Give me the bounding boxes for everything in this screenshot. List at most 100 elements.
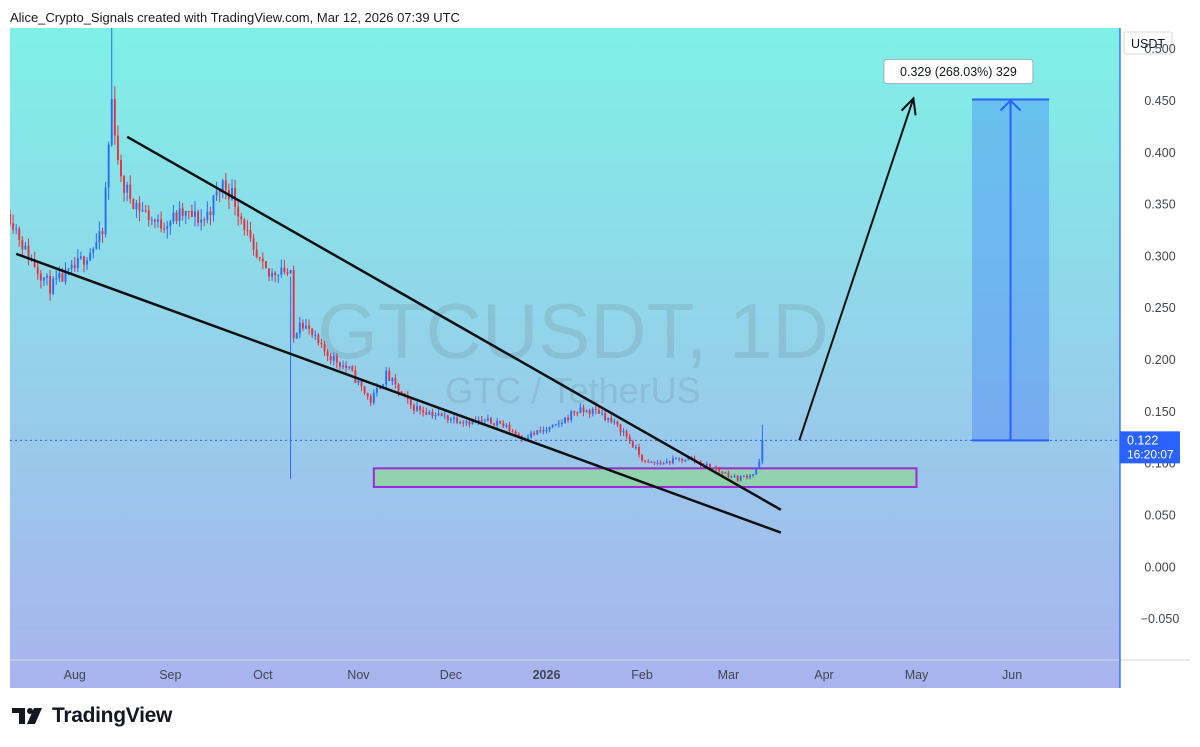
- candle-body: [104, 187, 107, 235]
- chart-panel[interactable]: GTCUSDT, 1DGTC / TetherUS 0.329 (268.03%…: [10, 28, 1190, 688]
- candle-body: [456, 417, 459, 423]
- candle-down: [431, 408, 434, 419]
- candle-body: [634, 447, 637, 449]
- candle-body: [385, 370, 388, 385]
- candle-body: [323, 344, 326, 352]
- candle-body: [742, 475, 745, 477]
- candle-body: [215, 191, 218, 196]
- candle-body: [264, 261, 267, 269]
- candle-body: [83, 256, 85, 265]
- candle-body: [27, 245, 30, 260]
- candle-down: [252, 233, 255, 256]
- candle-body: [379, 388, 381, 390]
- candle-up: [548, 426, 551, 433]
- candle-body: [197, 211, 200, 223]
- time-axis-label: May: [905, 668, 929, 682]
- candle-body: [718, 469, 721, 472]
- tradingview-brand-name: TradingView: [52, 704, 173, 727]
- candle-body: [163, 228, 166, 230]
- candle-body: [305, 325, 307, 329]
- currency-button: [1123, 31, 1173, 55]
- candle-body: [684, 459, 687, 461]
- candle-down: [462, 420, 465, 427]
- candle-body: [613, 421, 616, 423]
- candle-up: [601, 410, 603, 416]
- candle-body: [502, 423, 505, 427]
- candle-down: [292, 265, 295, 343]
- candle-down: [631, 439, 634, 448]
- candle-down: [116, 125, 119, 165]
- candle-body: [477, 420, 480, 422]
- candle-body: [517, 434, 520, 436]
- candle-down: [264, 260, 267, 269]
- candle-down: [237, 199, 240, 226]
- candle-body: [758, 461, 761, 469]
- candle-down: [718, 466, 721, 474]
- candle-body: [76, 258, 79, 268]
- candle-up: [749, 474, 751, 480]
- candle-body: [39, 273, 42, 281]
- candle-down: [419, 405, 422, 415]
- candle-down: [514, 429, 517, 436]
- candle-body: [496, 421, 499, 426]
- candle-body: [18, 228, 21, 240]
- candle-down: [113, 86, 116, 145]
- candle-up: [70, 259, 73, 275]
- candle-body: [175, 212, 178, 221]
- candle-body: [15, 228, 18, 230]
- candle-body: [446, 415, 449, 421]
- candle-up: [212, 194, 215, 222]
- candle-down: [39, 270, 42, 289]
- candle-body: [157, 219, 159, 222]
- candle-body: [261, 258, 264, 262]
- candle-body: [116, 135, 119, 161]
- candle-up: [560, 419, 563, 427]
- candle-down: [274, 270, 277, 283]
- candle-body: [107, 144, 110, 188]
- candle-body: [10, 214, 11, 224]
- candle-up: [172, 204, 175, 225]
- candle-down: [388, 367, 391, 382]
- candle-up: [141, 202, 144, 213]
- candle-up: [24, 241, 27, 251]
- candle-body: [252, 238, 255, 250]
- candle-up: [437, 409, 440, 417]
- time-axis-label: Jun: [1002, 668, 1022, 682]
- candle-up: [684, 459, 687, 463]
- candle-body: [431, 412, 434, 417]
- candle-body: [730, 476, 733, 478]
- candle-down: [582, 404, 585, 417]
- candle-up: [564, 416, 566, 424]
- candle-body: [551, 425, 554, 428]
- candle-body: [582, 407, 585, 412]
- candle-up: [527, 434, 529, 440]
- candle-body: [249, 230, 252, 239]
- candle-up: [449, 416, 452, 424]
- candle-down: [573, 410, 576, 416]
- candle-down: [147, 205, 150, 227]
- candle-body: [508, 424, 511, 432]
- candle-up: [98, 221, 101, 250]
- candle-down: [36, 262, 39, 280]
- candle-body: [240, 216, 243, 220]
- candle-up: [95, 233, 98, 250]
- candle-body: [126, 184, 129, 193]
- candle-body: [320, 342, 323, 345]
- price-axis-label: 0.050: [1144, 508, 1175, 522]
- candle-body: [141, 210, 144, 212]
- candle-body: [101, 231, 104, 235]
- candle-up: [742, 475, 745, 478]
- price-chart[interactable]: GTCUSDT, 1DGTC / TetherUS 0.329 (268.03%…: [10, 28, 1190, 688]
- price-axis-label: 0.200: [1144, 353, 1175, 367]
- candle-up: [671, 455, 674, 465]
- candle-body: [638, 447, 640, 455]
- candle-body: [123, 176, 126, 193]
- candle-up: [678, 457, 681, 462]
- price-axis-label: 0.350: [1144, 198, 1175, 212]
- candle-body: [46, 275, 48, 278]
- tradingview-logo-icon: [12, 708, 42, 724]
- time-axis-label: Apr: [814, 668, 833, 682]
- candle-down: [745, 474, 748, 480]
- candle-body: [49, 275, 52, 294]
- candle-up: [150, 216, 153, 226]
